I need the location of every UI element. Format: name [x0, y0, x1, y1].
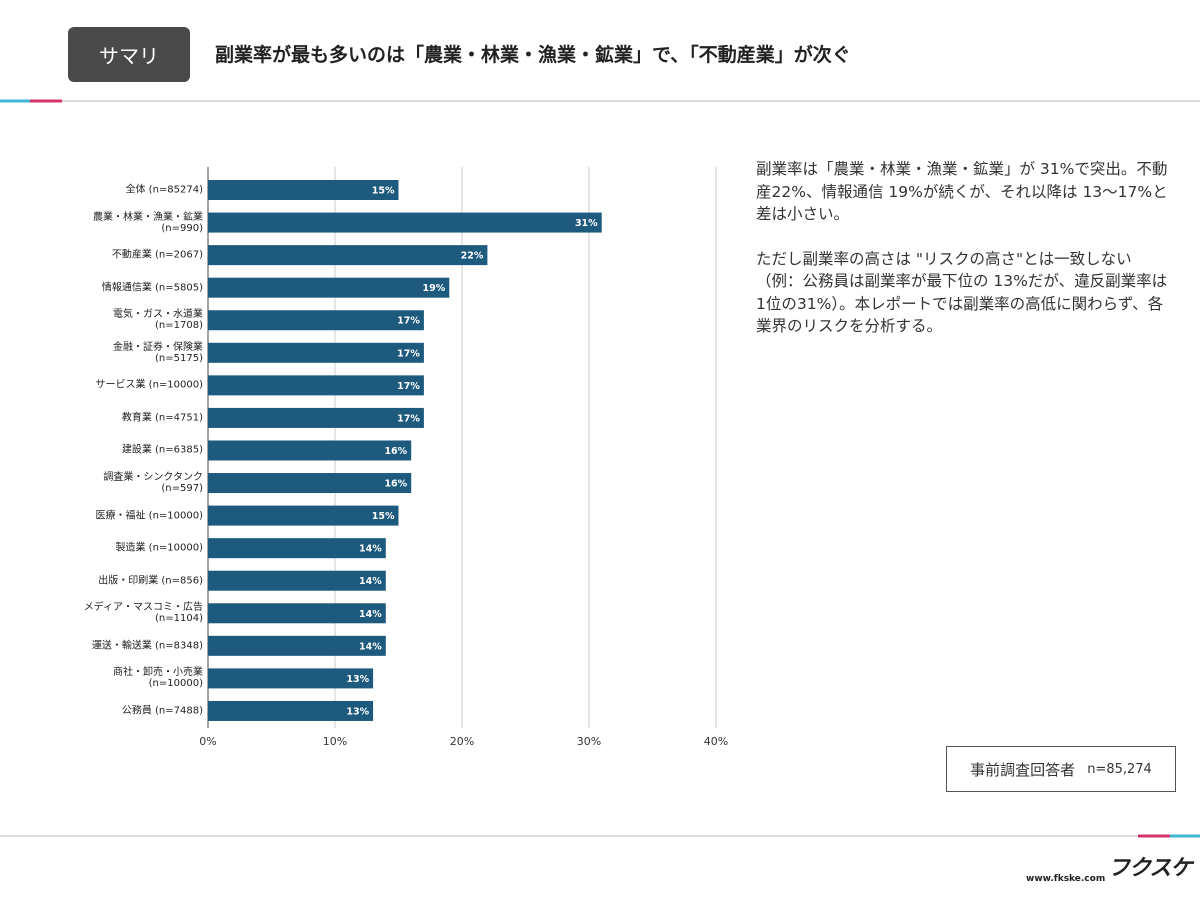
logo: フクスケ [1108, 856, 1192, 881]
category-label: 調査業・シンクタンク (n=597) [103, 472, 203, 495]
category-label: 公務員 (n=7488) [121, 705, 203, 717]
category-label: 出版・印刷業 (n=856) [98, 575, 203, 587]
value-label: 17% [397, 381, 420, 392]
bar [208, 180, 399, 200]
category-label: 商社・卸売・小売業 (n=10000) [113, 667, 203, 690]
bar [208, 668, 374, 689]
category-label: 農業・林業・漁業・鉱業 (n=990) [93, 211, 203, 234]
x-tick-label: 10% [323, 735, 347, 748]
category-label: 電気・ガス・水道業 (n=1708) [113, 309, 203, 332]
category-label: 製造業 (n=10000) [115, 542, 203, 554]
value-label: 13% [346, 674, 369, 685]
x-tick-label: 40% [704, 735, 728, 748]
badge: サマリ [68, 27, 190, 82]
respondents-box: 事前調査回答者 n=85,274 [946, 746, 1176, 792]
bar [208, 277, 450, 298]
value-label: 22% [461, 251, 484, 262]
value-label: 17% [397, 348, 420, 359]
value-label: 14% [359, 576, 382, 587]
value-label: 13% [346, 706, 369, 717]
respondents-label: 事前調査回答者 [970, 760, 1076, 779]
value-label: 15% [372, 186, 395, 197]
x-tick-label: 20% [450, 735, 474, 748]
note: ただし副業率の高さは "リスクの高さ"とは一致しない（例：公務員は副業率が最下位… [756, 249, 1168, 336]
category-label: サービス業 (n=10000) [95, 379, 203, 391]
bar [208, 570, 386, 591]
category-label: 建設業 (n=6385) [121, 444, 203, 456]
bar [208, 310, 424, 331]
value-label: 14% [359, 544, 382, 555]
slide-title: 副業率が最も多いのは「農業・林業・漁業・鉱業」で、「不動産業」が次ぐ [215, 44, 851, 66]
bar [208, 505, 399, 526]
value-label: 17% [397, 316, 420, 327]
category-label: メディア・マスコミ・広告 (n=1104) [83, 602, 203, 625]
category-label: 教育業 (n=4751) [121, 412, 203, 424]
bar [208, 473, 412, 494]
url: www.fkske.com [1026, 874, 1106, 884]
bar [208, 342, 424, 363]
value-label: 14% [359, 641, 382, 652]
bar [208, 603, 386, 624]
category-label: 全体 (n=85274) [125, 184, 203, 196]
value-label: 19% [423, 283, 446, 294]
bar [208, 212, 602, 233]
category-label: 金融・証券・保険業 (n=5175) [113, 341, 203, 364]
category-label: 運送・輸送業 (n=8348) [91, 640, 203, 652]
category-label: 情報通信業 (n=5805) [101, 282, 203, 294]
bar [208, 635, 386, 656]
bar [208, 375, 424, 396]
bar [208, 538, 386, 559]
notes: 副業率は「農業・林業・漁業・鉱業」が 31%で突出。不動産22%、情報通信 19… [756, 158, 1172, 338]
value-label: 17% [397, 413, 420, 424]
value-label: 16% [384, 479, 407, 490]
note: 副業率は「農業・林業・漁業・鉱業」が 31%で突出。不動産22%、情報通信 19… [756, 160, 1168, 223]
category-label: 医療・福祉 (n=10000) [95, 510, 203, 522]
value-label: 15% [372, 511, 395, 522]
x-tick-label: 30% [577, 735, 601, 748]
value-label: 16% [384, 446, 407, 457]
bar [208, 245, 488, 266]
bar [208, 700, 374, 721]
value-label: 14% [359, 609, 382, 620]
x-tick-label: 0% [199, 735, 216, 748]
bar [208, 440, 412, 461]
value-label: 31% [575, 218, 598, 229]
category-label: 不動産業 (n=2067) [111, 249, 203, 261]
respondents-n: n=85,274 [1087, 761, 1152, 777]
bar [208, 407, 424, 428]
